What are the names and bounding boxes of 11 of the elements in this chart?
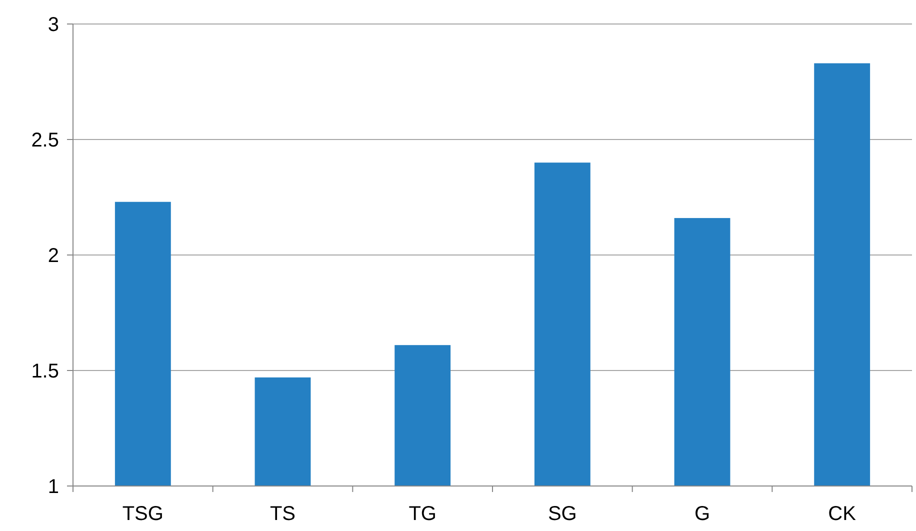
y-tick-label: 1.5 xyxy=(31,360,59,382)
x-tick-label: G xyxy=(694,503,710,525)
x-tick-label: TG xyxy=(408,503,436,525)
x-tick-label: SG xyxy=(548,503,577,525)
y-tick-label: 2.5 xyxy=(31,130,59,152)
x-tick-label: TS xyxy=(270,503,296,525)
y-tick-label: 3 xyxy=(48,14,59,36)
y-tick-label: 1 xyxy=(48,476,59,498)
x-tick-label: TSG xyxy=(122,503,164,525)
y-tick-label: 2 xyxy=(48,245,59,267)
x-tick-label: CK xyxy=(828,503,857,525)
